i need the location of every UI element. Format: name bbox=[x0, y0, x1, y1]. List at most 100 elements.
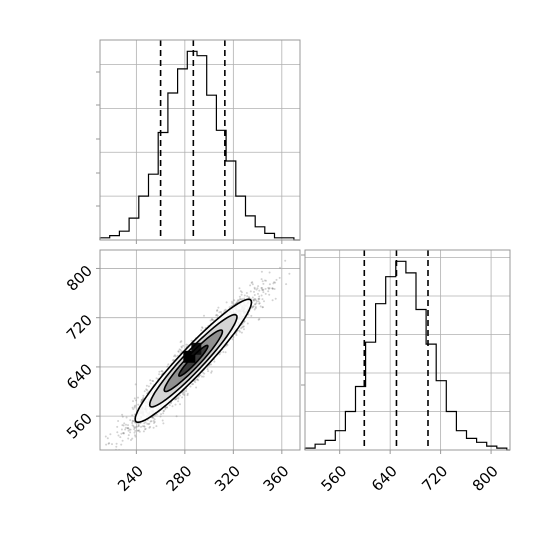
scatter-point bbox=[133, 397, 136, 400]
scatter-point bbox=[155, 377, 158, 380]
scatter-point bbox=[225, 301, 228, 304]
scatter-point bbox=[152, 426, 155, 429]
scatter-point bbox=[131, 424, 134, 427]
scatter-point bbox=[133, 406, 136, 409]
scatter-point bbox=[203, 372, 206, 375]
scatter-point bbox=[145, 388, 148, 391]
scatter-point bbox=[117, 420, 120, 422]
scatter-point bbox=[251, 296, 254, 299]
scatter-point bbox=[137, 396, 139, 399]
scatter-point bbox=[252, 298, 255, 301]
scatter-point bbox=[222, 351, 225, 353]
scatter-point bbox=[122, 424, 125, 427]
scatter-point bbox=[174, 354, 176, 357]
scatter-point bbox=[131, 419, 134, 422]
scatter-point bbox=[257, 300, 260, 303]
scatter-point bbox=[261, 289, 264, 292]
scatter-point bbox=[121, 439, 124, 442]
scatter-point bbox=[239, 330, 241, 333]
scatter-point bbox=[260, 294, 263, 297]
scatter-point bbox=[231, 300, 233, 303]
scatter-point bbox=[191, 383, 194, 386]
scatter-point bbox=[126, 427, 129, 430]
scatter-point bbox=[91, 450, 93, 452]
scatter-point bbox=[166, 406, 168, 409]
scatter-point bbox=[257, 298, 260, 301]
x-tick-label: 360 bbox=[260, 462, 293, 495]
scatter-point bbox=[124, 426, 127, 429]
scatter-point bbox=[218, 353, 221, 356]
scatter-point bbox=[268, 283, 271, 286]
scatter-point bbox=[243, 328, 245, 331]
scatter-point bbox=[132, 408, 135, 411]
scatter-point bbox=[127, 437, 130, 440]
scatter-point bbox=[125, 416, 128, 419]
scatter-point bbox=[152, 417, 155, 420]
scatter-point bbox=[127, 427, 130, 430]
density-contour bbox=[148, 313, 238, 408]
scatter-point bbox=[83, 468, 85, 470]
scatter-point bbox=[218, 311, 221, 314]
scatter-point bbox=[238, 298, 241, 301]
scatter-point bbox=[196, 378, 199, 381]
scatter-point bbox=[217, 306, 220, 309]
scatter-point bbox=[238, 329, 241, 332]
scatter-point bbox=[121, 413, 124, 416]
scatter-point bbox=[160, 413, 162, 416]
scatter-point bbox=[153, 418, 156, 421]
scatter-point bbox=[224, 308, 227, 311]
scatter-point bbox=[158, 370, 161, 373]
scatter-point bbox=[261, 306, 264, 309]
scatter-point bbox=[137, 425, 140, 428]
scatter-point bbox=[267, 290, 270, 293]
scatter-point bbox=[144, 427, 147, 430]
scatter-point bbox=[247, 296, 250, 299]
histogram-step bbox=[99, 50, 300, 241]
scatter-point bbox=[174, 355, 177, 358]
scatter-point bbox=[131, 414, 134, 417]
scatter-point bbox=[268, 293, 271, 296]
scatter-point bbox=[210, 371, 213, 374]
scatter-point bbox=[186, 392, 189, 395]
scatter-point bbox=[161, 419, 164, 422]
scatter-point bbox=[105, 443, 108, 446]
scatter-point bbox=[189, 385, 192, 388]
scatter-point bbox=[262, 291, 265, 294]
scatter-point bbox=[120, 443, 123, 446]
scatter-point bbox=[94, 438, 96, 440]
scatter-point bbox=[134, 383, 137, 386]
scatter-point bbox=[272, 282, 275, 285]
scatter-point bbox=[202, 375, 205, 378]
scatter-point bbox=[143, 425, 146, 428]
scatter-point bbox=[145, 384, 148, 387]
scatter-point bbox=[182, 391, 185, 394]
scatter-point bbox=[259, 305, 262, 308]
scatter-point bbox=[211, 318, 213, 321]
scatter-point bbox=[250, 306, 253, 309]
scatter-point bbox=[207, 370, 210, 373]
y-tick-label: 640 bbox=[63, 360, 96, 393]
scatter-point bbox=[251, 283, 254, 286]
scatter-point bbox=[162, 410, 165, 412]
scatter-point bbox=[155, 425, 158, 428]
scatter-point bbox=[142, 396, 145, 399]
scatter-point bbox=[177, 350, 180, 353]
scatter-point bbox=[262, 282, 265, 285]
scatter-point bbox=[253, 286, 256, 289]
scatter-point bbox=[254, 299, 257, 302]
scatter-point bbox=[254, 307, 257, 310]
scatter-point bbox=[228, 306, 231, 309]
scatter-point bbox=[138, 429, 141, 432]
scatter-point bbox=[147, 385, 150, 388]
scatter-point bbox=[141, 398, 144, 401]
scatter-point bbox=[206, 368, 209, 371]
scatter-point bbox=[252, 299, 255, 302]
scatter-point bbox=[241, 298, 244, 301]
scatter-point bbox=[254, 306, 257, 308]
scatter-point bbox=[107, 442, 110, 445]
scatter-point bbox=[132, 420, 135, 423]
scatter-point bbox=[179, 394, 181, 397]
scatter-point bbox=[131, 406, 134, 409]
scatter-point bbox=[185, 343, 188, 346]
